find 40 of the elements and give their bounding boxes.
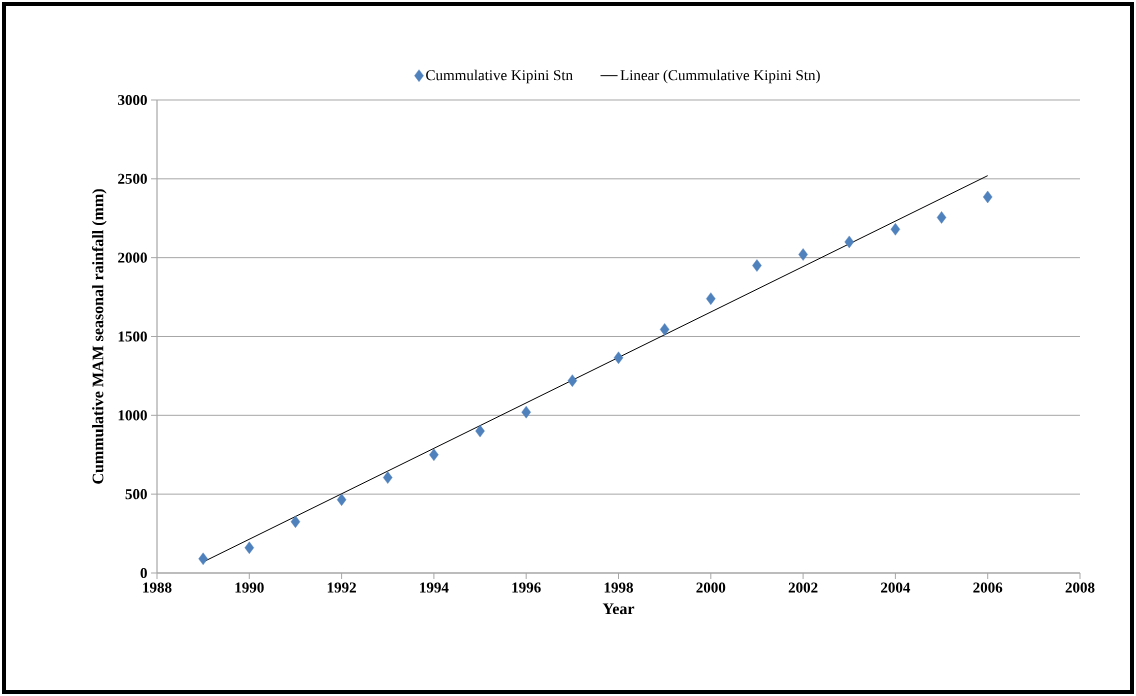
y-tick-label: 2000: [118, 252, 147, 263]
y-tick-label: 2500: [118, 173, 147, 184]
x-tick-label: 1994: [420, 582, 449, 593]
point: [567, 374, 578, 387]
legend-label: Linear (Cummulative Kipini Stn): [620, 69, 820, 84]
legend-label: Cummulative Kipini Stn: [426, 69, 573, 84]
y-tick-label: 3000: [118, 94, 147, 106]
x-tick-label: 1996: [512, 582, 541, 593]
x-tick-label: 1998: [604, 582, 633, 593]
y-axis-title: Cummulative MAM seasonal rainfall (mm): [91, 189, 107, 484]
y-tick-label: 1500: [118, 331, 147, 342]
x-tick-label: 2000: [696, 582, 726, 593]
x-tick-label: 1990: [235, 582, 264, 593]
y-tick-label: 500: [125, 489, 147, 500]
point: [613, 351, 624, 364]
point: [706, 292, 716, 305]
y-tick-label: 0: [140, 567, 147, 579]
x-tick-label: 2006: [973, 582, 1003, 593]
point: [521, 405, 531, 419]
x-tick-label: 2004: [881, 582, 911, 593]
point: [244, 541, 254, 554]
point: [983, 190, 993, 204]
point: [290, 515, 301, 528]
x-tick-label: 1988: [143, 582, 172, 593]
point: [936, 211, 947, 224]
point: [429, 448, 439, 461]
point: [659, 323, 670, 336]
x-axis-title: Year: [602, 603, 635, 615]
point: [844, 235, 854, 249]
point: [890, 223, 901, 236]
point: [198, 552, 208, 565]
point: [752, 259, 762, 272]
x-tick-label: 2008: [1065, 582, 1095, 593]
point: [798, 248, 808, 261]
point: [383, 471, 393, 484]
y-tick-label: 1000: [118, 410, 147, 421]
point: [336, 493, 347, 506]
x-tick-label: 1992: [327, 582, 356, 593]
point: [475, 424, 485, 438]
x-tick-label: 2002: [788, 582, 818, 593]
